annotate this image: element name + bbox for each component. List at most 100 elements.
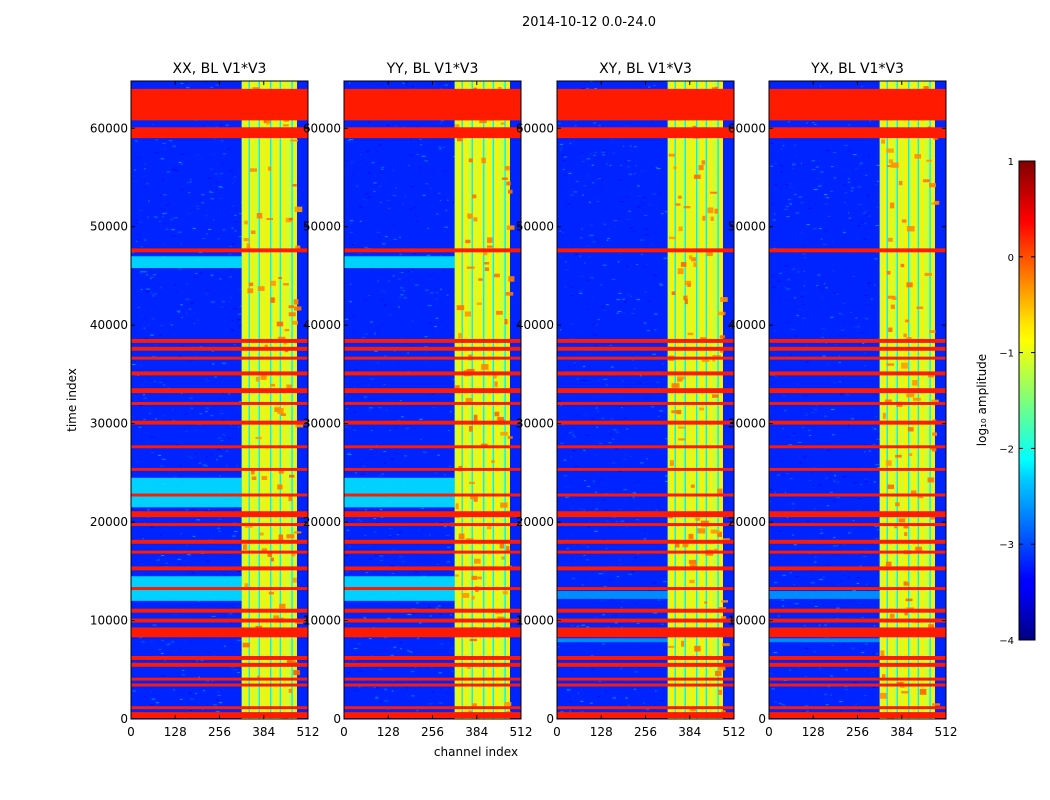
heatmap-cell xyxy=(620,406,625,408)
heatmap-cell xyxy=(400,526,402,528)
heatmap-cell xyxy=(143,327,146,329)
heatmap-cell xyxy=(859,565,862,567)
flagged-row xyxy=(769,356,946,360)
heatmap-cell xyxy=(847,178,850,180)
heatmap-panels: XX, BL V1*V30 128 256 384 512010000200003000… xyxy=(90,61,958,739)
heatmap-cell xyxy=(142,641,145,643)
heatmap-cell xyxy=(166,644,169,646)
y-tick-label: 60000 xyxy=(303,121,341,135)
heatmap-cell xyxy=(822,576,826,578)
colorbar-label: log₁₀ amplitude xyxy=(975,354,989,446)
elevated-region xyxy=(769,591,880,599)
heatmap-cell xyxy=(870,298,873,300)
heatmap-cell xyxy=(436,215,440,217)
heatmap-cell xyxy=(195,452,198,454)
heatmap-cell xyxy=(392,195,397,197)
heatmap-cell xyxy=(653,282,655,284)
heatmap-cell xyxy=(410,671,415,673)
heatmap-cell xyxy=(824,231,828,233)
heatmap-cell xyxy=(390,564,394,566)
heatmap-cell xyxy=(192,227,196,229)
band-blob xyxy=(508,189,513,194)
heatmap-cell xyxy=(349,301,353,303)
heatmap-cell xyxy=(654,329,657,331)
heatmap-cell xyxy=(847,124,851,126)
heatmap-cell xyxy=(422,194,426,196)
heatmap-cell xyxy=(236,465,239,467)
heatmap-cell xyxy=(833,558,837,560)
heatmap-cell xyxy=(151,692,155,694)
heatmap-cell xyxy=(356,363,359,365)
heatmap-cell xyxy=(583,440,585,442)
heatmap-cell xyxy=(228,556,231,558)
band-blob xyxy=(270,297,275,303)
heatmap-cell xyxy=(560,149,562,151)
heatmap-cell xyxy=(391,573,395,575)
heatmap-cell xyxy=(803,625,807,627)
band-blob xyxy=(295,423,304,428)
heatmap-cell xyxy=(617,261,620,263)
heatmap-cell xyxy=(855,466,860,468)
heatmap-cell xyxy=(827,479,831,481)
heatmap-cell xyxy=(860,498,862,500)
heatmap-cell xyxy=(364,164,368,166)
flagged-row xyxy=(131,566,308,571)
heatmap-cell xyxy=(622,380,624,382)
band-blob xyxy=(473,217,478,222)
heatmap-cell xyxy=(592,432,596,434)
heatmap-cell xyxy=(643,538,647,540)
y-tick-label: 50000 xyxy=(303,220,341,234)
heatmap-cell xyxy=(229,268,234,270)
heatmap-cell xyxy=(393,425,396,427)
heatmap-cell xyxy=(789,572,792,574)
heatmap-cell xyxy=(638,382,641,384)
heatmap-cell xyxy=(869,120,871,122)
heatmap-cell xyxy=(564,175,567,177)
heatmap-cell xyxy=(380,562,384,564)
heatmap-cell xyxy=(800,296,804,298)
heatmap-cell xyxy=(791,268,795,270)
heatmap-cell xyxy=(821,328,826,330)
heatmap-cell xyxy=(430,292,434,294)
heatmap-cell xyxy=(579,237,583,239)
band-blob xyxy=(507,436,513,439)
flagged-row xyxy=(344,346,521,351)
heatmap-cell xyxy=(863,478,868,480)
band-blob xyxy=(677,268,684,275)
heatmap-cell xyxy=(375,666,378,668)
band-blob xyxy=(278,276,282,280)
heatmap-cell xyxy=(143,397,147,399)
heatmap-cell xyxy=(830,675,833,677)
heatmap-cell xyxy=(777,299,780,301)
heatmap-cell xyxy=(190,336,195,338)
heatmap-cell xyxy=(773,506,776,508)
band-blob xyxy=(471,575,477,580)
colorbar-tick-label: 0 xyxy=(1008,253,1014,264)
heatmap-cell xyxy=(227,543,230,545)
heatmap-cell xyxy=(581,151,583,153)
heatmap-cell xyxy=(150,640,154,642)
dark-channel xyxy=(269,81,272,719)
heatmap-cell xyxy=(598,573,603,575)
heatmap-cell xyxy=(636,485,641,487)
heatmap-cell xyxy=(180,393,183,395)
heatmap-cell xyxy=(438,603,441,605)
heatmap-cell xyxy=(135,241,138,243)
band-blob xyxy=(458,333,462,339)
heatmap-cell xyxy=(647,300,650,302)
heatmap-cell xyxy=(596,324,598,326)
heatmap-cell xyxy=(136,233,140,235)
flagged-row xyxy=(131,248,308,253)
heatmap-cell xyxy=(629,456,632,458)
heatmap-cell xyxy=(825,197,830,199)
heatmap-cell xyxy=(616,575,619,577)
heatmap-cell xyxy=(844,434,847,436)
band-blob xyxy=(499,542,505,549)
band-blob xyxy=(891,296,897,300)
heatmap-cell xyxy=(843,544,846,546)
heatmap-cell xyxy=(571,280,574,282)
heatmap-cell xyxy=(154,216,158,218)
heatmap-cell xyxy=(192,535,196,537)
heatmap-cell xyxy=(559,256,563,258)
heatmap-cell xyxy=(570,625,575,627)
